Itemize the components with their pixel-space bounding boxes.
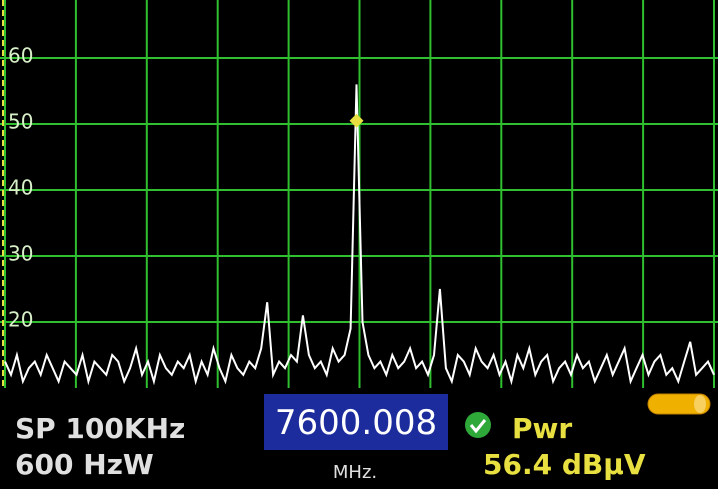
status-panel: SP 100KHz 600 HzW 7600.008 MHz. Pwr 56.4… [15,393,711,483]
frequency-unit: MHz. [333,462,377,483]
plot-area: 20 30 40 50 60 70 [0,0,718,388]
status-ok-icon [465,412,491,438]
y-tick-label: 30 [8,242,33,266]
frequency-value: 7600.008 [275,403,437,443]
level-value: 56.4 dBμV [483,448,646,481]
y-tick-label: 50 [8,110,33,134]
measure-label: Pwr [512,412,572,445]
spectrum-trace [4,84,715,386]
rbw-label: 600 HzW [15,448,154,481]
y-tick-label: 40 [8,176,33,200]
battery-cap [694,395,706,413]
frequency-box [264,394,448,450]
check-mark [469,419,487,434]
y-tick-label: 70 [8,0,33,2]
battery-icon [647,393,711,415]
span-label: SP 100KHz [15,412,185,445]
y-tick-label: 20 [8,308,33,332]
y-tick-label: 60 [8,44,33,68]
peak-marker [349,113,364,128]
